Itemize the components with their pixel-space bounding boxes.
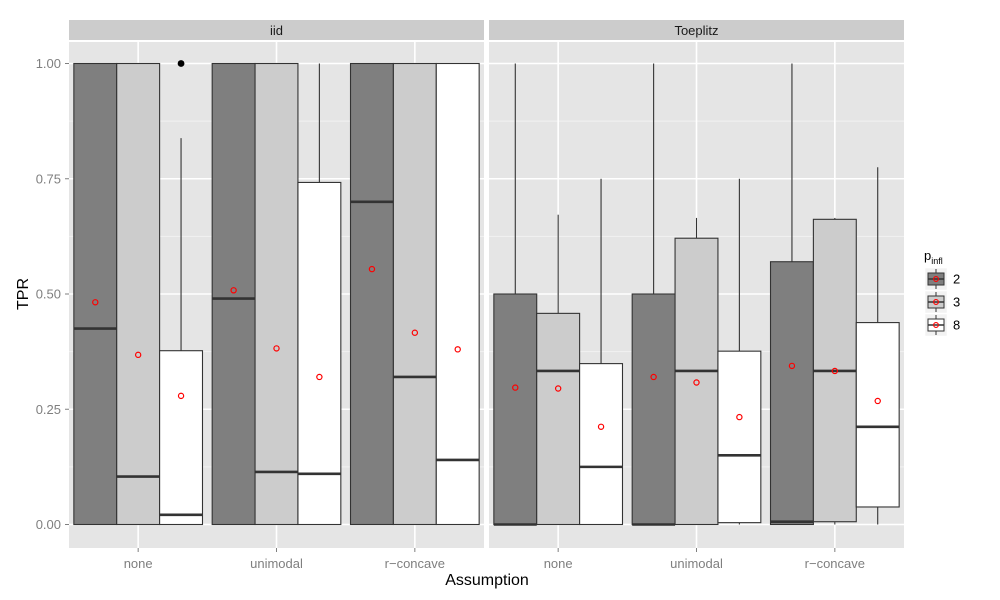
y-tick-label: 0.75 xyxy=(36,171,61,186)
box-body xyxy=(717,350,762,524)
mean-point xyxy=(693,379,700,386)
box-none-2 xyxy=(73,62,118,526)
box-body xyxy=(297,181,342,526)
mean-point xyxy=(273,345,280,352)
legend-key-mean xyxy=(933,299,939,305)
mean-point xyxy=(134,351,142,359)
box-body xyxy=(769,261,814,526)
facet-strip xyxy=(69,20,484,40)
mean-point xyxy=(411,329,419,336)
facet-panels: iid none unimodal r−concave Toeplitz none unim… xyxy=(69,20,904,571)
mean-point xyxy=(831,367,839,375)
mean-point xyxy=(177,392,185,400)
box-unimodal-8 xyxy=(717,178,762,525)
box-unimodal-3 xyxy=(674,217,719,526)
mean-point xyxy=(736,413,743,421)
box-unimodal-2 xyxy=(211,62,256,526)
facet-panel: iid none unimodal r−concave xyxy=(69,20,484,571)
box-body xyxy=(349,62,394,526)
facet-strip-label: iid xyxy=(270,23,283,38)
box-none-2 xyxy=(493,63,538,526)
mean-point xyxy=(230,287,237,294)
box-body xyxy=(536,312,581,526)
mean-point xyxy=(650,373,657,381)
box-rconcave-2 xyxy=(349,62,394,526)
y-axis: 0.00 0.25 0.50 0.75 1.00 xyxy=(36,56,69,532)
box-unimodal-2 xyxy=(631,63,676,526)
legend-key-mean xyxy=(933,322,939,328)
x-tick-label: unimodal xyxy=(250,556,303,571)
x-tick-label: unimodal xyxy=(670,556,723,571)
x-tick-label: none xyxy=(124,556,153,571)
x-tick-label: r−concave xyxy=(805,556,865,571)
x-tick-label: r−concave xyxy=(385,556,445,571)
box-body xyxy=(116,62,161,526)
box-unimodal-3 xyxy=(254,62,299,526)
box-body xyxy=(855,322,900,508)
legend-key-3: 3 xyxy=(924,290,960,314)
y-axis-title: TPR xyxy=(15,278,32,310)
legend-key-2: 2 xyxy=(924,267,960,291)
y-tick-label: 0.00 xyxy=(36,517,61,532)
y-tick-label: 0.50 xyxy=(36,287,61,302)
mean-point xyxy=(597,423,605,430)
legend-key-mean xyxy=(933,276,939,282)
mean-point xyxy=(368,265,376,273)
box-body xyxy=(159,350,204,526)
x-tick-label: none xyxy=(544,556,573,571)
box-none-8 xyxy=(579,178,624,526)
box-unimodal-8 xyxy=(297,63,342,526)
box-body xyxy=(73,62,118,526)
mean-point xyxy=(788,362,796,370)
outlier-point xyxy=(177,60,185,67)
y-tick-label: 0.25 xyxy=(36,402,61,417)
mean-point xyxy=(92,299,99,306)
box-rconcave-3 xyxy=(392,62,437,526)
box-body xyxy=(579,363,624,526)
mean-point xyxy=(512,384,519,391)
mean-point xyxy=(454,346,461,353)
box-none-3 xyxy=(116,62,161,526)
legend-label: 2 xyxy=(953,272,960,287)
box-body xyxy=(631,293,676,526)
mean-point xyxy=(554,385,562,392)
box-body xyxy=(254,62,299,526)
box-rconcave-2 xyxy=(769,63,814,526)
legend-label: 8 xyxy=(953,318,960,333)
x-axis-title: Assumption xyxy=(445,572,529,589)
legend-key-8: 8 xyxy=(924,313,960,337)
box-body xyxy=(674,237,719,526)
box-none-8 xyxy=(159,60,204,526)
mean-point xyxy=(316,373,323,381)
box-rconcave-8 xyxy=(435,62,480,526)
facet-strip-label: Toeplitz xyxy=(674,23,718,38)
box-body xyxy=(211,62,256,526)
facet-strip xyxy=(489,20,904,40)
box-rconcave-8 xyxy=(855,167,900,525)
box-body xyxy=(392,62,437,526)
facet-panel: Toeplitz none unimodal r−concave xyxy=(489,20,904,571)
y-tick-label: 1.00 xyxy=(36,56,61,71)
box-body xyxy=(435,62,480,526)
mean-point xyxy=(874,397,881,405)
legend-title-subscript: infl xyxy=(931,256,943,266)
legend-label: 3 xyxy=(953,295,960,310)
box-rconcave-3 xyxy=(812,217,857,525)
box-body xyxy=(493,293,538,526)
